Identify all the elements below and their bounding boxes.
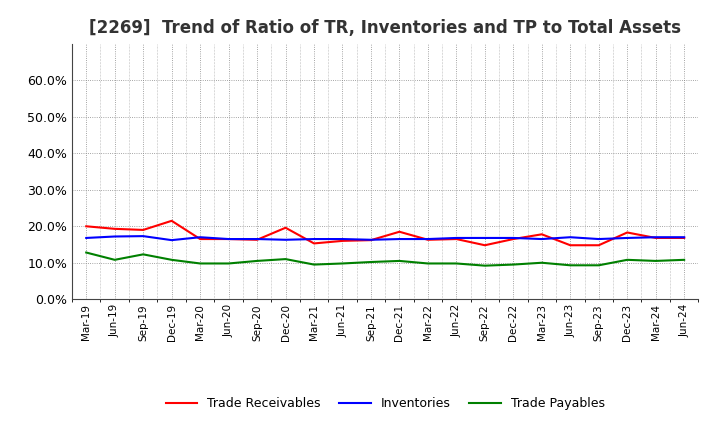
Trade Receivables bbox=[680, 235, 688, 241]
Inventories bbox=[110, 234, 119, 239]
Inventories bbox=[167, 238, 176, 243]
Inventories bbox=[595, 236, 603, 242]
Inventories bbox=[423, 236, 432, 242]
Trade Receivables bbox=[338, 238, 347, 243]
Trade Payables bbox=[282, 257, 290, 262]
Trade Payables bbox=[139, 252, 148, 257]
Trade Receivables bbox=[566, 242, 575, 248]
Trade Receivables bbox=[652, 235, 660, 241]
Trade Payables bbox=[480, 263, 489, 268]
Trade Receivables bbox=[196, 236, 204, 242]
Inventories bbox=[225, 236, 233, 242]
Trade Receivables bbox=[366, 238, 375, 243]
Trade Payables bbox=[452, 261, 461, 266]
Trade Payables bbox=[225, 261, 233, 266]
Trade Receivables bbox=[82, 224, 91, 229]
Trade Payables bbox=[110, 257, 119, 263]
Inventories bbox=[196, 235, 204, 240]
Trade Receivables bbox=[110, 226, 119, 231]
Trade Receivables bbox=[423, 237, 432, 242]
Inventories bbox=[282, 237, 290, 242]
Legend: Trade Receivables, Inventories, Trade Payables: Trade Receivables, Inventories, Trade Pa… bbox=[161, 392, 610, 415]
Line: Trade Payables: Trade Payables bbox=[86, 253, 684, 266]
Inventories bbox=[480, 235, 489, 241]
Inventories bbox=[366, 237, 375, 242]
Inventories bbox=[623, 235, 631, 241]
Trade Payables bbox=[566, 263, 575, 268]
Trade Payables bbox=[167, 257, 176, 263]
Trade Payables bbox=[595, 263, 603, 268]
Inventories bbox=[509, 235, 518, 241]
Inventories bbox=[253, 236, 261, 242]
Trade Payables bbox=[338, 261, 347, 266]
Trade Payables bbox=[652, 258, 660, 264]
Inventories bbox=[566, 235, 575, 240]
Trade Payables bbox=[196, 261, 204, 266]
Inventories bbox=[139, 234, 148, 239]
Trade Payables bbox=[623, 257, 631, 263]
Inventories bbox=[310, 236, 318, 242]
Trade Payables bbox=[310, 262, 318, 267]
Trade Receivables bbox=[509, 236, 518, 242]
Trade Receivables bbox=[310, 241, 318, 246]
Inventories bbox=[652, 235, 660, 240]
Trade Payables bbox=[366, 259, 375, 264]
Trade Payables bbox=[253, 258, 261, 264]
Trade Receivables bbox=[282, 225, 290, 231]
Inventories bbox=[82, 235, 91, 241]
Inventories bbox=[338, 236, 347, 242]
Line: Trade Receivables: Trade Receivables bbox=[86, 221, 684, 245]
Inventories bbox=[452, 235, 461, 241]
Trade Payables bbox=[509, 262, 518, 267]
Trade Receivables bbox=[139, 227, 148, 233]
Inventories bbox=[537, 236, 546, 242]
Line: Inventories: Inventories bbox=[86, 236, 684, 240]
Title: [2269]  Trend of Ratio of TR, Inventories and TP to Total Assets: [2269] Trend of Ratio of TR, Inventories… bbox=[89, 19, 681, 37]
Trade Payables bbox=[82, 250, 91, 255]
Trade Receivables bbox=[452, 236, 461, 242]
Trade Payables bbox=[680, 257, 688, 263]
Trade Payables bbox=[423, 261, 432, 266]
Trade Receivables bbox=[595, 242, 603, 248]
Trade Receivables bbox=[167, 218, 176, 224]
Trade Receivables bbox=[623, 230, 631, 235]
Trade Receivables bbox=[395, 229, 404, 235]
Inventories bbox=[395, 236, 404, 242]
Trade Receivables bbox=[253, 237, 261, 242]
Trade Payables bbox=[537, 260, 546, 265]
Trade Receivables bbox=[225, 236, 233, 242]
Trade Receivables bbox=[537, 232, 546, 237]
Trade Payables bbox=[395, 258, 404, 264]
Trade Receivables bbox=[480, 242, 489, 248]
Inventories bbox=[680, 235, 688, 240]
